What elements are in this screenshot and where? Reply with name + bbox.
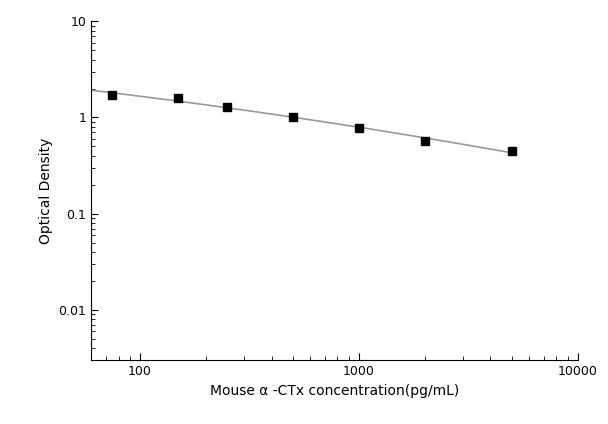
Y-axis label: Optical Density: Optical Density xyxy=(39,138,53,244)
X-axis label: Mouse α -CTx concentration(pg/mL): Mouse α -CTx concentration(pg/mL) xyxy=(210,384,459,398)
